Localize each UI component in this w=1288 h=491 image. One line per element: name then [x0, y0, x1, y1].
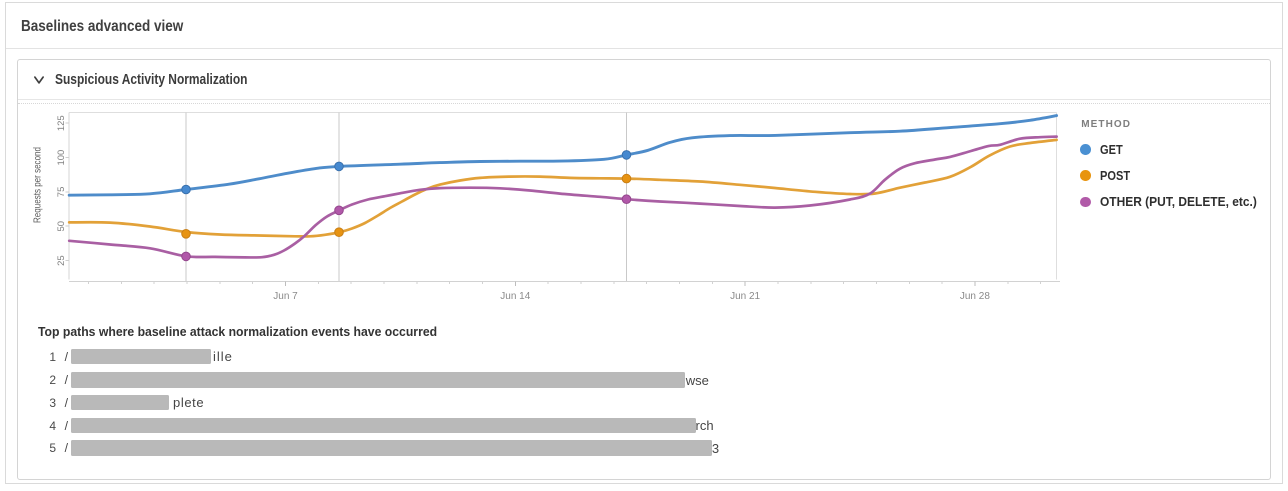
svg-text:50: 50	[56, 221, 67, 232]
svg-text:125: 125	[56, 115, 67, 131]
svg-text:Jun 14: Jun 14	[500, 291, 530, 302]
svg-text:Jun 28: Jun 28	[960, 291, 990, 302]
svg-text:Jun 7: Jun 7	[273, 291, 298, 302]
svg-text:100: 100	[56, 150, 67, 166]
svg-text:25: 25	[56, 255, 67, 266]
svg-text:75: 75	[56, 187, 67, 198]
svg-text:Requests per second: Requests per second	[32, 147, 44, 223]
svg-text:Jun 21: Jun 21	[730, 291, 760, 302]
